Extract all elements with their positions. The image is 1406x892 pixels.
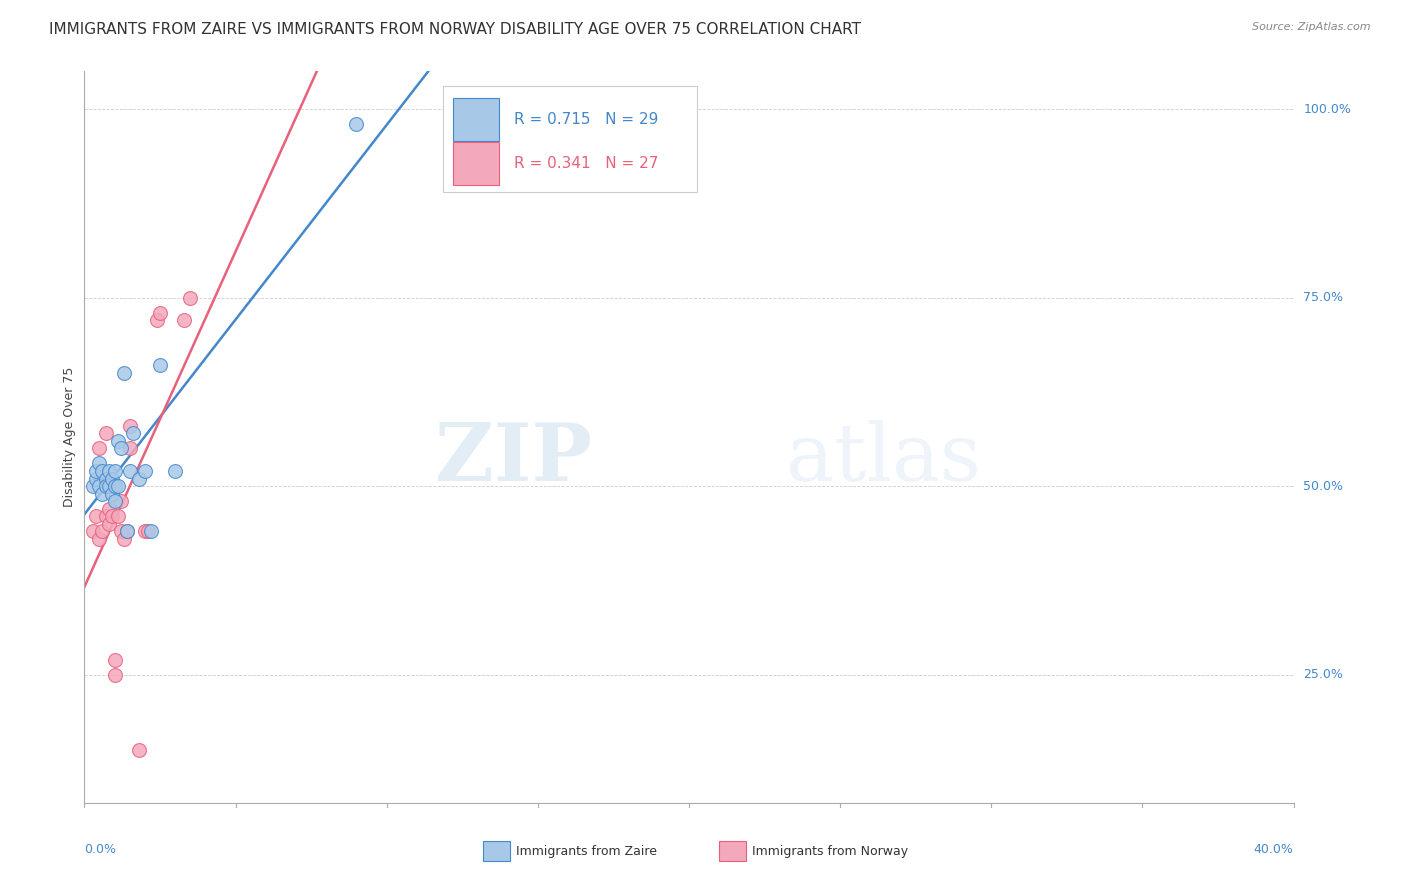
Point [94,479,117,493]
Point [89,532,111,546]
Point [91,524,114,539]
Text: IMMIGRANTS FROM ZAIRE VS IMMIGRANTS FROM NORWAY DISABILITY AGE OVER 75 CORRELATI: IMMIGRANTS FROM ZAIRE VS IMMIGRANTS FROM… [49,22,862,37]
Point [89,479,111,493]
Text: 0.0%: 0.0% [84,843,117,856]
Text: 50.0%: 50.0% [1303,480,1343,492]
Point [173,313,195,327]
Point [118,464,141,478]
Point [86,509,108,524]
Point [146,313,169,327]
Point [346,117,368,131]
Point [136,524,159,539]
Point [110,524,132,539]
FancyBboxPatch shape [720,841,745,862]
Point [94,509,117,524]
Point [91,464,114,478]
FancyBboxPatch shape [453,98,499,141]
Text: Source: ZipAtlas.com: Source: ZipAtlas.com [1253,22,1371,32]
Point [112,532,135,546]
Point [110,494,132,508]
Text: atlas: atlas [786,420,981,498]
Point [100,471,122,485]
Point [107,434,129,448]
Text: 75.0%: 75.0% [1303,291,1343,304]
FancyBboxPatch shape [453,143,499,185]
Point [97,516,120,531]
Point [128,471,150,485]
Point [97,479,120,493]
Text: ZIP: ZIP [436,420,592,498]
Point [89,457,111,471]
Point [86,471,108,485]
Point [149,359,172,373]
Point [86,464,108,478]
Point [94,426,117,441]
Point [104,667,127,681]
Point [91,486,114,500]
Point [104,652,127,666]
Point [128,743,150,757]
Point [104,464,127,478]
Point [97,501,120,516]
Point [115,524,138,539]
Point [107,479,129,493]
Text: Immigrants from Zaire: Immigrants from Zaire [516,845,657,857]
Point [100,479,122,493]
Point [100,509,122,524]
Point [82,524,104,539]
Point [179,291,201,305]
Point [118,418,141,433]
Text: R = 0.341   N = 27: R = 0.341 N = 27 [513,156,658,171]
FancyBboxPatch shape [443,86,697,192]
Point [139,524,162,539]
Point [104,494,127,508]
Point [100,486,122,500]
Point [104,479,127,493]
Text: 40.0%: 40.0% [1254,843,1294,856]
Point [134,464,156,478]
Point [89,442,111,456]
Point [107,509,129,524]
FancyBboxPatch shape [484,841,510,862]
Point [165,464,187,478]
Point [118,442,141,456]
Point [149,306,172,320]
Point [121,426,143,441]
Point [115,524,138,539]
Text: 100.0%: 100.0% [1303,103,1351,116]
Y-axis label: Disability Age Over 75: Disability Age Over 75 [63,367,76,508]
Text: R = 0.715   N = 29: R = 0.715 N = 29 [513,112,658,128]
Point [134,524,156,539]
Point [110,442,132,456]
Point [97,464,120,478]
Text: 25.0%: 25.0% [1303,668,1343,681]
Text: Immigrants from Norway: Immigrants from Norway [752,845,908,857]
Point [112,366,135,380]
Point [82,479,104,493]
Point [94,471,117,485]
